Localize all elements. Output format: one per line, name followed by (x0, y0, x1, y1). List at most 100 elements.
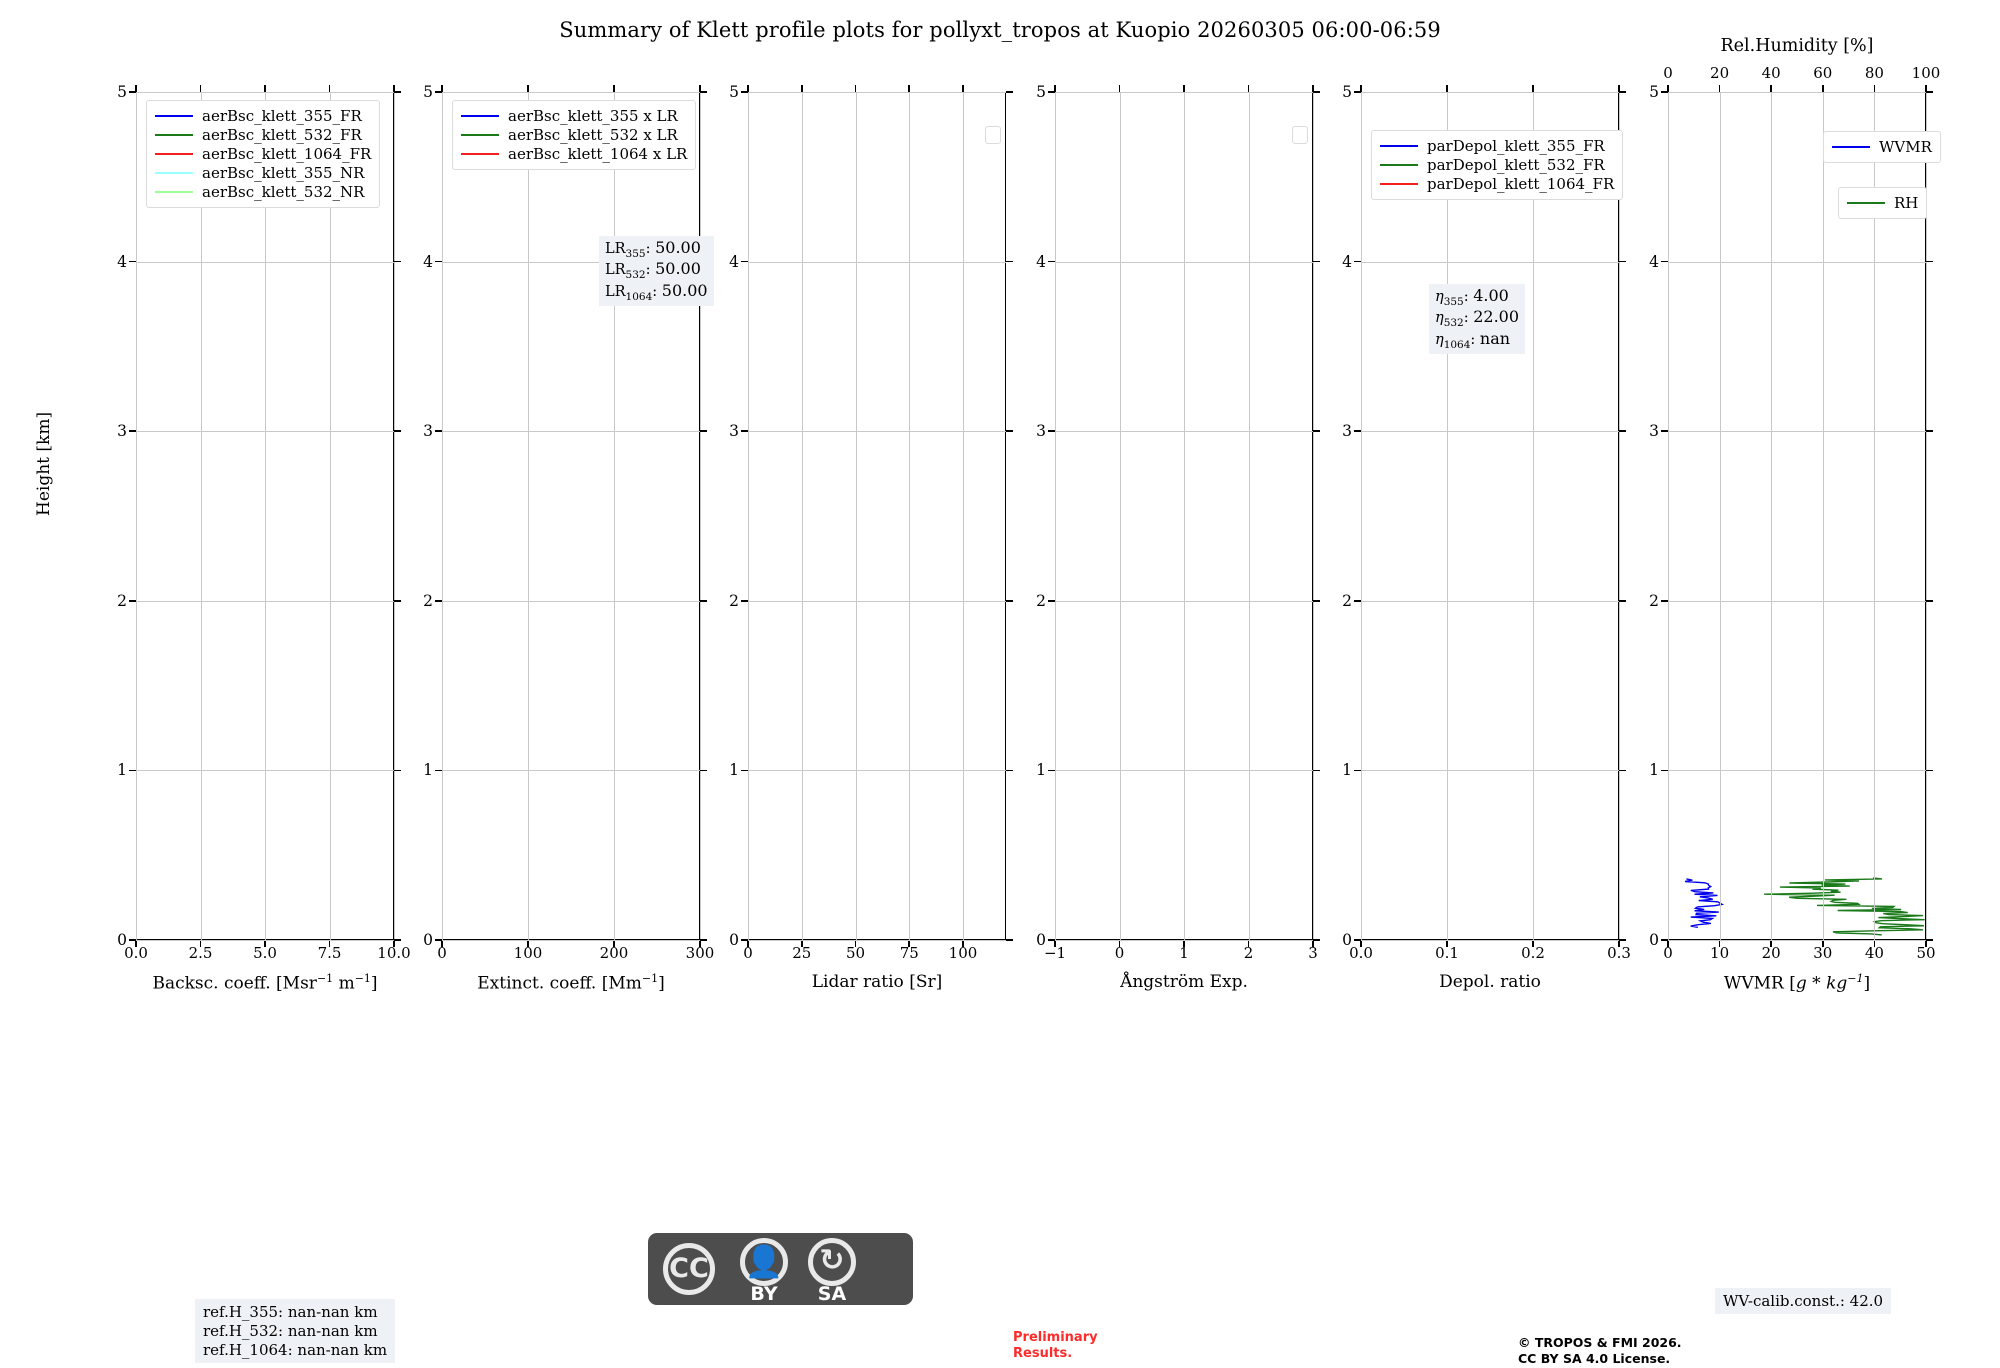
rh-curve (1764, 877, 1925, 936)
gridline-vertical (1361, 92, 1362, 940)
y-tick-right (700, 600, 707, 602)
legend-item[interactable]: aerBsc_klett_355_FR (155, 106, 371, 125)
y-tick-label: 2 (1342, 591, 1352, 610)
legend-item[interactable]: WVMR (1832, 137, 1932, 156)
y-tick-right (700, 430, 707, 432)
y-tick (1048, 91, 1055, 93)
x-tick-top (1118, 85, 1121, 92)
y-tick-label: 1 (1036, 761, 1046, 780)
reference-height-box: ref.H_355: nan-nan km ref.H_532: nan-nan … (195, 1299, 396, 1364)
legend-backscatter[interactable]: aerBsc_klett_355_FR aerBsc_klett_532_FR ae… (146, 100, 381, 208)
legend-item[interactable]: parDepol_klett_355_FR (1380, 136, 1614, 155)
y-tick (1354, 91, 1361, 93)
x-tick-top (1618, 85, 1620, 92)
y-tick-label: 0 (729, 931, 739, 949)
gridline-horizontal (136, 261, 394, 263)
legend-item[interactable]: aerBsc_klett_532_NR (155, 182, 371, 201)
legend-extinction[interactable]: aerBsc_klett_355 x LR aerBsc_klett_532 x … (452, 100, 697, 170)
y-tick-label: 2 (117, 591, 127, 610)
legend-angstrom-empty[interactable] (1292, 126, 1308, 144)
gridline-horizontal (1055, 431, 1313, 433)
y-tick-label: 1 (117, 761, 127, 780)
top-x-tick-label: 40 (1761, 64, 1781, 82)
legend-item[interactable]: aerBsc_klett_355 x LR (461, 106, 687, 125)
x-tick (264, 940, 266, 947)
gridline-vertical (1184, 92, 1185, 940)
preliminary-line: Results. (1013, 1346, 1073, 1362)
y-tick-right (1006, 939, 1013, 941)
x-tick-label: 10 (1710, 944, 1730, 962)
x-tick (1718, 940, 1721, 947)
legend-wvmr[interactable]: WVMR (1823, 131, 1941, 163)
figure-title: Summary of Klett profile plots for polly… (559, 18, 1441, 42)
y-tick-right (394, 430, 401, 432)
x-tick-top (393, 85, 395, 92)
x-tick-label: 0 (437, 944, 447, 962)
ref-height-line: ref.H_532: nan-nan km (203, 1321, 378, 1340)
gridline-horizontal (1668, 940, 1926, 941)
x-tick-label: 0.1 (1435, 944, 1459, 962)
legend-item[interactable]: aerBsc_klett_532_FR (155, 125, 371, 144)
legend-item[interactable]: RH (1847, 193, 1918, 212)
y-tick (435, 260, 442, 263)
gridline-horizontal (136, 600, 394, 602)
gridline-vertical (1719, 92, 1721, 940)
legend-item[interactable]: aerBsc_klett_532 x LR (461, 125, 687, 144)
x-axis-title: Backsc. coeff. [Msr−1 m−1] (152, 972, 378, 994)
y-tick-label: 0 (423, 931, 433, 949)
legend-item[interactable]: aerBsc_klett_355_NR (155, 163, 371, 182)
y-tick-right (700, 939, 707, 941)
x-tick (1667, 940, 1669, 947)
y-tick (435, 430, 442, 432)
y-tick-label: 5 (423, 83, 433, 101)
x-tick-top (1718, 85, 1721, 92)
x-tick-label: 0 (1663, 944, 1673, 962)
gridline-horizontal (748, 92, 1006, 93)
x-tick-label: 0.0 (124, 944, 148, 962)
legend-item[interactable]: parDepol_klett_532_FR (1380, 155, 1614, 174)
x-tick (800, 940, 803, 947)
legend-line-swatch (155, 190, 193, 193)
x-axis-title: Depol. ratio (1439, 972, 1541, 992)
x-tick (747, 940, 749, 947)
gridline-horizontal (442, 431, 700, 433)
y-tick (435, 769, 442, 772)
legend-label: aerBsc_klett_532_FR (202, 125, 362, 144)
x-tick-top (800, 85, 803, 92)
legend-lidar-ratio-empty[interactable] (985, 126, 1001, 144)
x-tick-top (854, 85, 857, 92)
x-tick-label: 100 (948, 944, 978, 962)
y-tick-label: 2 (1036, 591, 1046, 610)
legend-rh[interactable]: RH (1838, 187, 1928, 219)
legend-label: RH (1894, 193, 1919, 212)
panel-depol-ratio: 0.0 0.1 0.2 0.3 0 1 2 3 4 5 Depol. ratio (1342, 83, 1631, 992)
gridline-vertical (1822, 92, 1824, 940)
y-tick (129, 91, 136, 93)
legend-item[interactable]: aerBsc_klett_1064 x LR (461, 144, 687, 163)
x-tick (1446, 940, 1448, 947)
gridline-horizontal (136, 940, 394, 941)
y-tick-label: 3 (729, 422, 739, 441)
x-tick-label: 75 (899, 944, 919, 962)
top-x-tick-label: 80 (1864, 64, 1884, 82)
x-tick-label: 30 (1813, 944, 1833, 962)
x-tick-label: 7.5 (317, 944, 342, 962)
x-tick-top (1312, 85, 1314, 92)
gridline-vertical (1119, 92, 1121, 940)
panel-wvmr-rh: 0 10 20 30 40 50 0 20 40 60 80 100 Rel.Humidity [%] 0… (1649, 36, 1940, 994)
legend-depol-ratio[interactable]: parDepol_klett_355_FR parDepol_klett_532_… (1371, 130, 1624, 200)
plot-area-lidar-ratio (748, 92, 1006, 940)
y-tick (741, 939, 748, 941)
x-tick-label: 0.3 (1607, 944, 1631, 962)
y-tick-right (1313, 91, 1320, 93)
y-tick-right (1926, 769, 1933, 772)
y-tick-right (1926, 430, 1933, 432)
x-tick (1360, 940, 1362, 947)
y-tick-label: 3 (1342, 422, 1352, 441)
legend-label: parDepol_klett_1064_FR (1427, 174, 1615, 193)
gridline-vertical (394, 92, 395, 940)
legend-item[interactable]: parDepol_klett_1064_FR (1380, 174, 1614, 193)
gridline-horizontal (748, 940, 1006, 941)
y-tick-right (700, 91, 707, 93)
legend-item[interactable]: aerBsc_klett_1064_FR (155, 144, 371, 163)
